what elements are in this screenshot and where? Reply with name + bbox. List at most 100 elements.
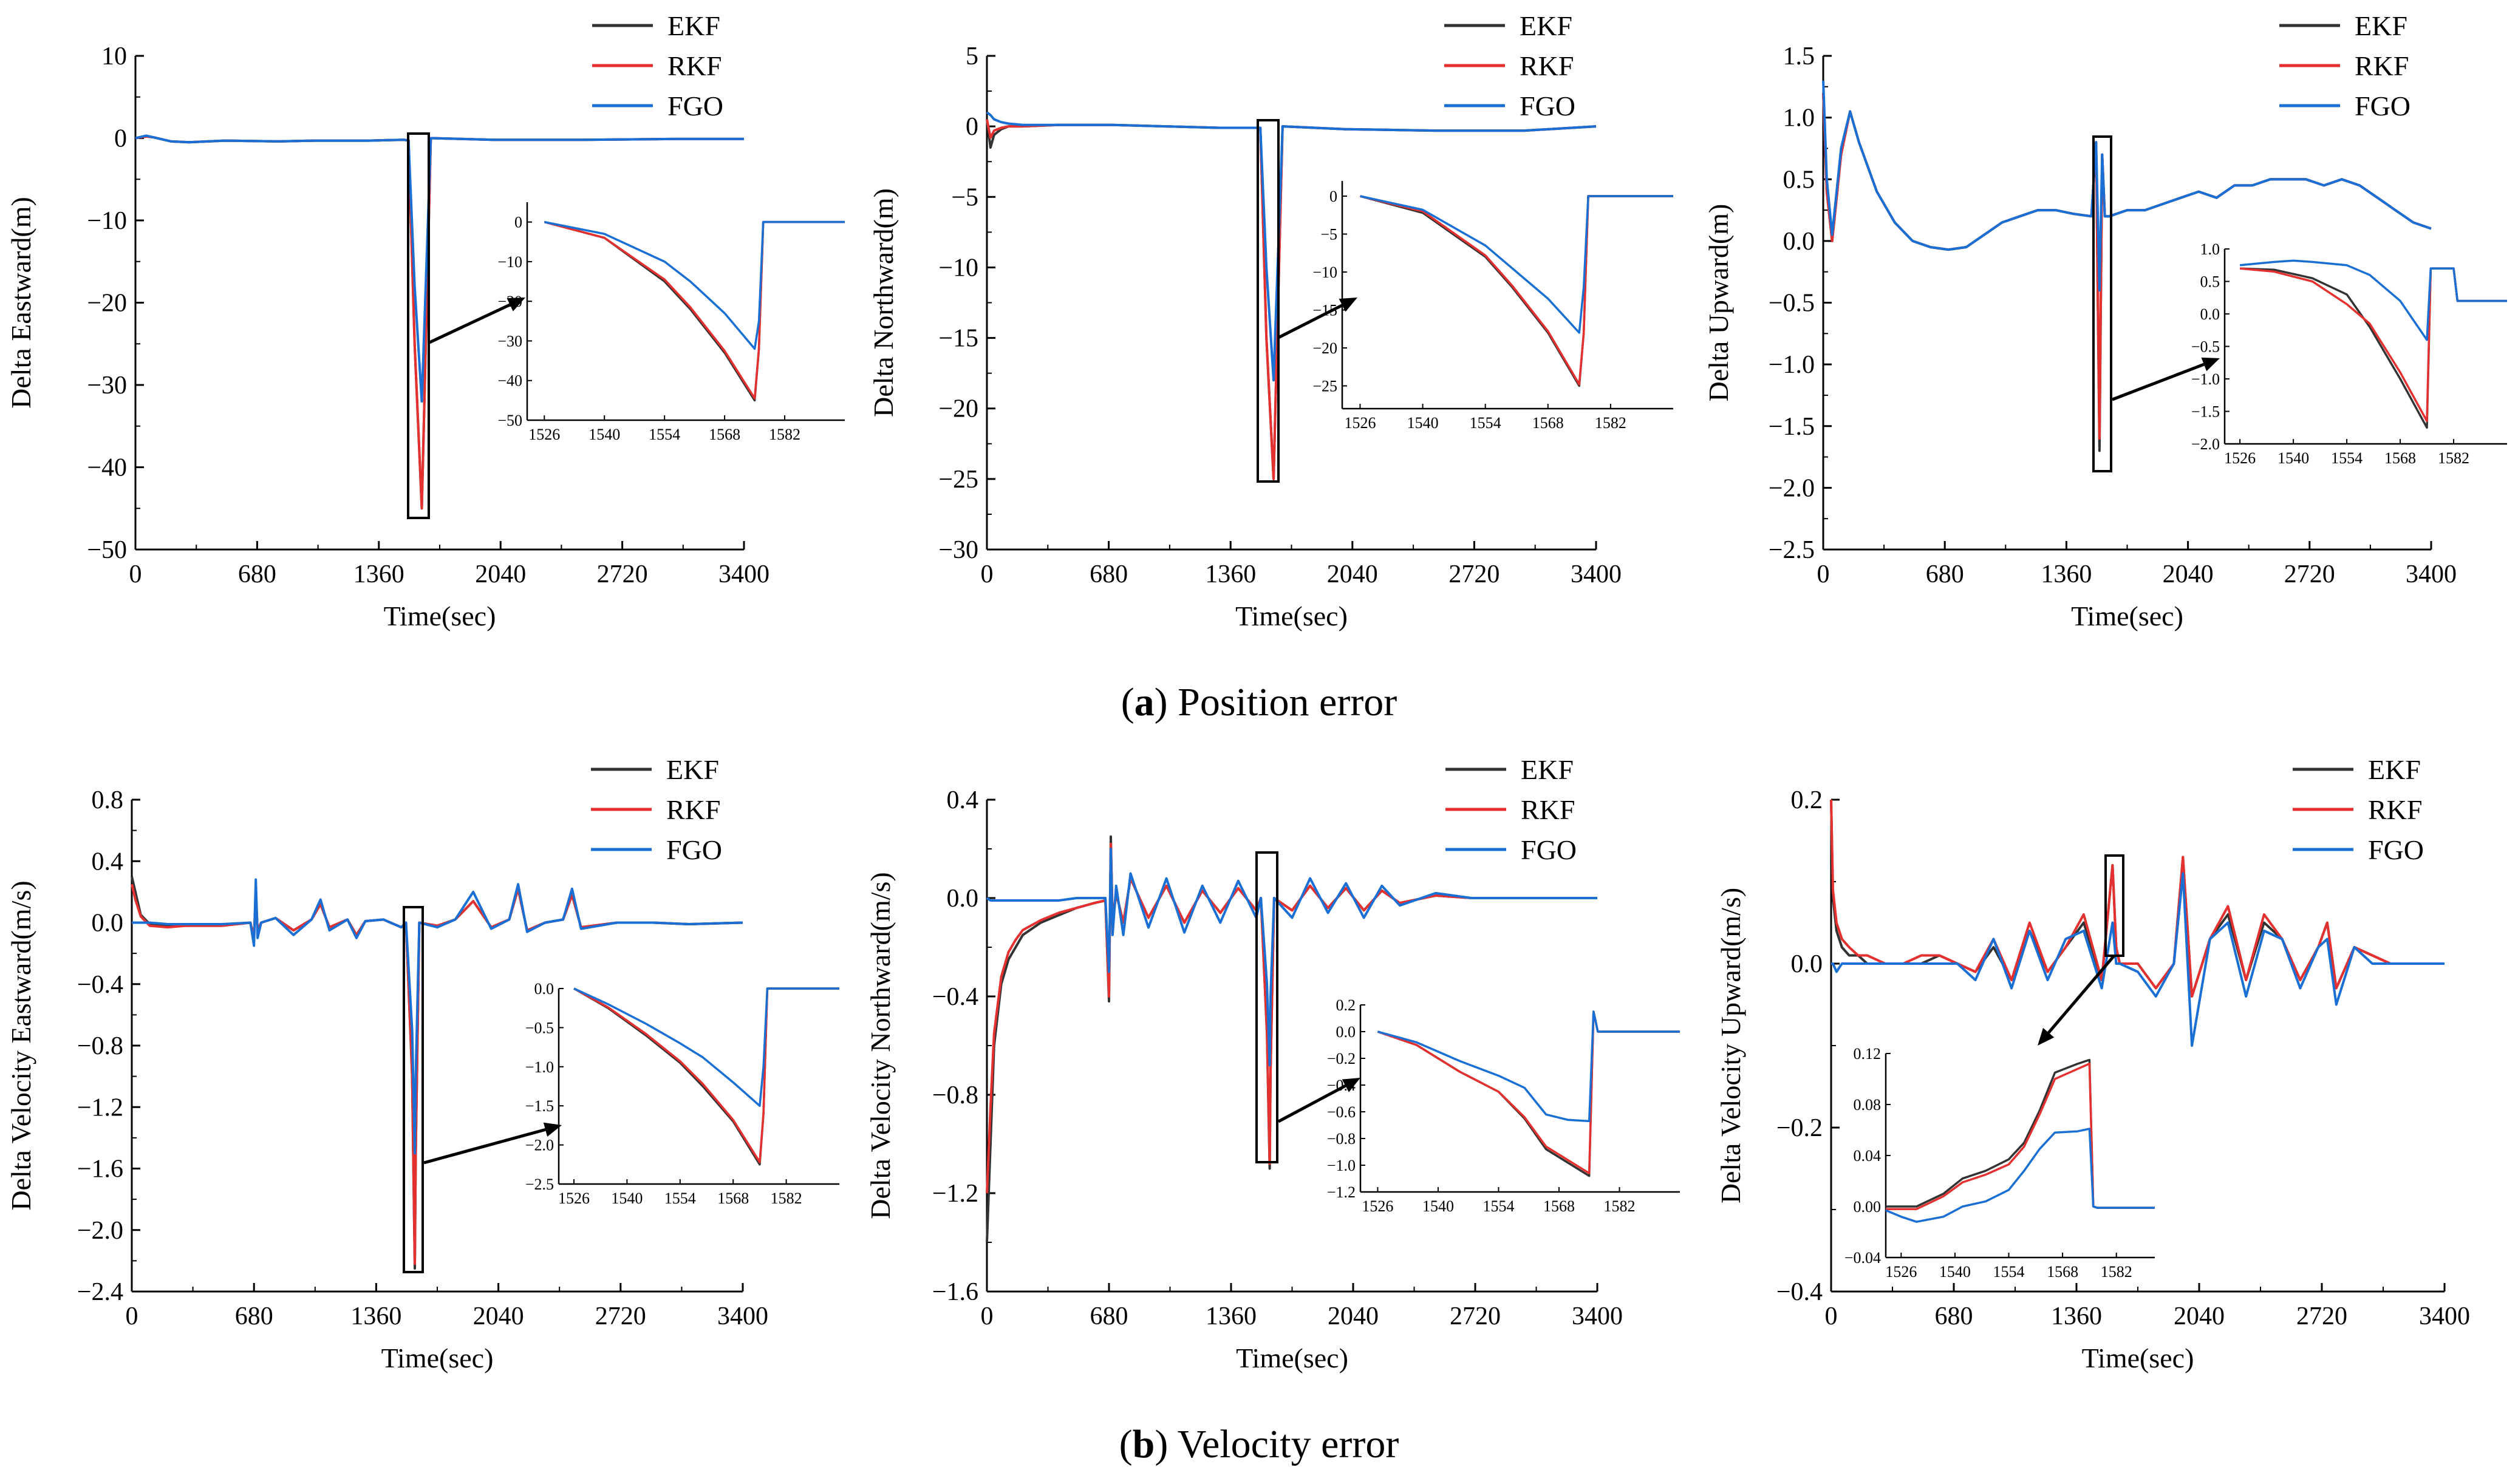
y-tick-label: −1.6	[77, 1156, 123, 1183]
y-tick-label: −15	[938, 325, 978, 353]
inset-chart: 0.2 0.0 −0.2 −0.4 −0.6 −0.8 −1.0 −1.2 1526 1540 15…	[1327, 996, 1680, 1215]
inset-series-line-rkf	[573, 987, 839, 1163]
inset-y-tick-label: −1.2	[1327, 1183, 1356, 1201]
inset-x-tick-label: 1554	[1470, 414, 1501, 432]
inset-y-tick-label: −5	[1320, 226, 1337, 243]
y-axis-label: Delta Northward(m)	[868, 188, 899, 417]
legend-label-rkf: RKF	[2355, 50, 2409, 81]
inset-y-tick-label: −1.5	[2191, 403, 2220, 421]
caption-text-b: Velocity error	[1178, 1422, 1399, 1466]
x-tick-label: 680	[1926, 560, 1964, 588]
y-tick-label: −20	[87, 290, 127, 318]
inset-y-tick-label: −1.0	[2191, 370, 2220, 388]
x-tick-label: 3400	[1572, 1302, 1623, 1330]
x-axis-label: Time(sec)	[381, 1343, 494, 1373]
y-tick-label: −20	[938, 395, 978, 423]
inset-y-tick-label: −30	[497, 332, 522, 350]
y-tick-label: 0	[966, 113, 978, 141]
caption-position-error: (a) Position error	[1121, 680, 1397, 724]
zoom-arrow-line	[2112, 362, 2205, 401]
chart-vel_east: 0.8 0.4 0.0 −0.4 −0.8 −1.2 −1.6 −2.0 −2.40 680 136…	[5, 754, 839, 1373]
inset-y-tick-label: −40	[497, 372, 522, 390]
y-tick-label: −25	[938, 466, 978, 494]
x-tick-label: 1360	[2041, 560, 2092, 588]
y-tick-label: −1.5	[1769, 413, 1815, 441]
y-tick-label: −30	[87, 372, 127, 400]
x-tick-label: 1360	[350, 1302, 401, 1330]
inset-x-tick-label: 1526	[528, 426, 560, 443]
inset-y-tick-label: −0.5	[2191, 338, 2220, 356]
y-tick-label: 0.0	[92, 910, 124, 938]
inset-y-tick-label: −0.4	[1327, 1077, 1356, 1094]
y-tick-label: 0.0	[1783, 228, 1815, 256]
inset-series-line-fgo	[1377, 1010, 1680, 1123]
chart-vel_north: 0.4 0.0 −0.4 −0.8 −1.2 −1.60 680 1360 2040 2720 34…	[865, 754, 1680, 1373]
y-tick-label: −30	[938, 536, 978, 564]
inset-x-tick-label: 1540	[1939, 1263, 1971, 1281]
x-tick-label: 0	[981, 560, 994, 588]
x-tick-label: 2720	[1450, 1302, 1501, 1330]
x-tick-label: 1360	[2051, 1302, 2102, 1330]
x-tick-label: 3400	[1571, 560, 1622, 588]
x-tick-label: 2720	[2284, 560, 2335, 588]
y-tick-label: −1.2	[932, 1180, 978, 1208]
y-tick-label: 0.4	[947, 786, 979, 814]
y-tick-label: −40	[87, 454, 127, 482]
inset-series-line-fgo	[1885, 1128, 2155, 1223]
inset-x-tick-label: 1554	[664, 1190, 696, 1207]
inset-y-tick-label: −0.8	[1327, 1130, 1356, 1148]
inset-y-tick-label: 0	[1329, 188, 1337, 205]
y-tick-label: 0.8	[92, 786, 124, 814]
y-axis-label: Delta Velocity Eastward(m/s)	[5, 880, 36, 1210]
zoom-arrow-head	[2201, 357, 2220, 372]
caption-text-a: Position error	[1178, 680, 1397, 724]
x-tick-label: 0	[129, 560, 142, 588]
zoom-box	[2104, 854, 2124, 957]
y-tick-label: −2.0	[1769, 474, 1815, 502]
inset-x-tick-label: 1582	[1595, 414, 1626, 432]
series-line-fgo	[1831, 872, 2445, 1047]
y-tick-label: −10	[87, 207, 127, 235]
inset-y-tick-label: −1.0	[525, 1058, 554, 1076]
chart-pos_east: 100−10−20−30−40−500 680 1360 2040 2720 3400Ti…	[5, 10, 845, 631]
inset-x-tick-label: 1568	[717, 1190, 749, 1207]
x-tick-label: 2720	[2296, 1302, 2347, 1330]
inset-x-tick-label: 1582	[2438, 449, 2469, 467]
legend-label-fgo: FGO	[667, 90, 723, 121]
y-tick-label: −0.8	[77, 1032, 123, 1060]
y-tick-label: 5	[966, 43, 978, 70]
x-tick-label: 2040	[2174, 1302, 2225, 1330]
y-tick-label: 0.0	[947, 885, 979, 913]
x-axis-label: Time(sec)	[1236, 1343, 1348, 1373]
y-tick-label: 0	[114, 125, 127, 153]
x-tick-label: 2040	[1328, 1302, 1379, 1330]
inset-x-tick-label: 1540	[1407, 414, 1439, 432]
x-axis-label: Time(sec)	[384, 601, 496, 631]
x-tick-label: 3400	[717, 1302, 768, 1330]
series-line-fgo	[132, 878, 743, 1155]
y-tick-label: −2.4	[77, 1278, 123, 1306]
inset-x-tick-label: 1554	[649, 426, 680, 443]
zoom-arrow-head	[1339, 298, 1357, 312]
x-tick-label: 680	[238, 560, 276, 588]
inset-y-tick-label: −15	[1312, 302, 1337, 319]
y-tick-label: −1.2	[77, 1094, 123, 1122]
zoom-arrow-line	[427, 303, 511, 345]
inset-y-tick-label: −0.6	[1327, 1103, 1356, 1121]
y-tick-label: 0.2	[1791, 786, 1823, 814]
chart-vel_up: 0.2 0.0 −0.2 −0.40 680 1360 2040 2720 3400 Time(s…	[1715, 754, 2470, 1373]
x-tick-label: 2040	[475, 560, 526, 588]
y-tick-label: −10	[938, 254, 978, 282]
y-tick-label: 0.4	[92, 848, 124, 876]
x-tick-label: 680	[1090, 1302, 1128, 1330]
caption-tag-a: a	[1134, 680, 1155, 724]
inset-chart: 0 −10 −20 −30 −40 −50 1526 1540 1554 1568 1582	[497, 202, 845, 443]
inset-x-tick-label: 1526	[1344, 414, 1376, 432]
zoom-arrow-line	[1277, 1084, 1346, 1123]
legend-label-fgo: FGO	[666, 834, 722, 865]
legend-label-rkf: RKF	[667, 50, 722, 81]
inset-series-line-fgo	[544, 220, 845, 350]
legend-label-rkf: RKF	[1520, 50, 1574, 81]
